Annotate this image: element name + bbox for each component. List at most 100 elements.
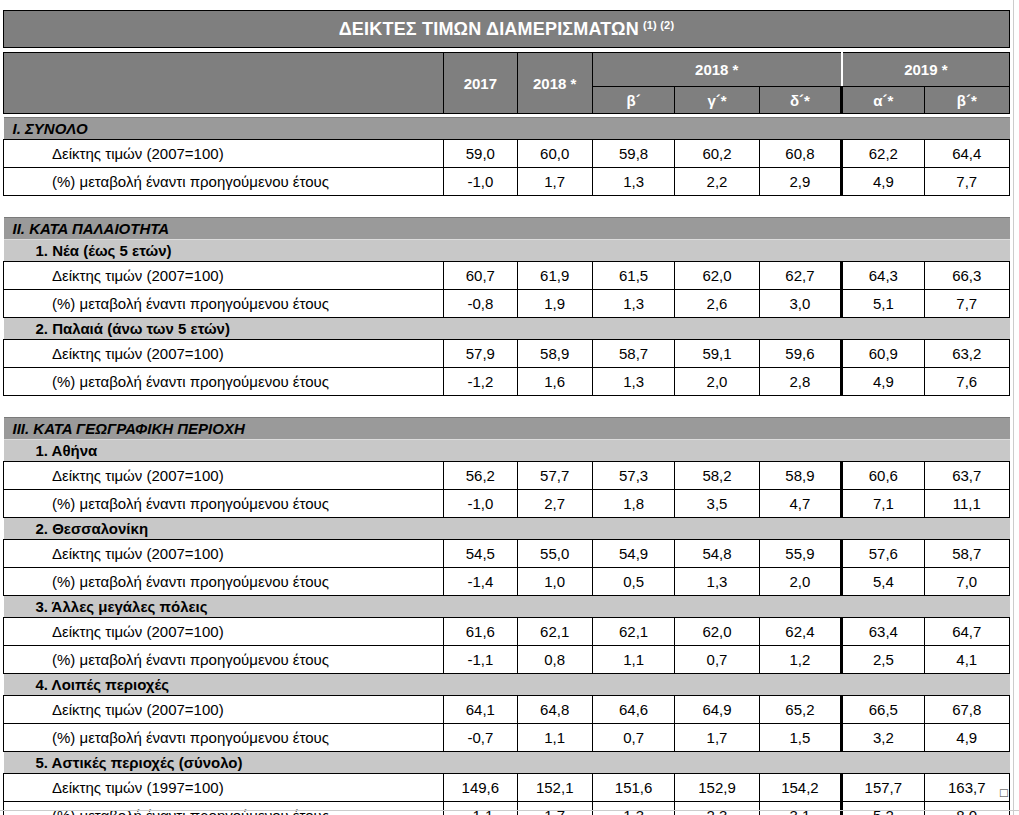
indices-table: 2017 2018 * 2018 * 2019 * β´ γ´* δ´* α´*… xyxy=(3,52,1010,815)
col-header-q4-2018: δ´* xyxy=(759,87,841,114)
row-label-cell: Δείκτης τιμών (1997=100) xyxy=(4,774,444,802)
value-cell: 0,7 xyxy=(675,646,759,674)
value-cell: 64,6 xyxy=(592,696,674,724)
value-cell: 3,0 xyxy=(759,290,841,318)
value-cell: 152,9 xyxy=(675,774,759,802)
value-cell: 58,7 xyxy=(924,540,1009,568)
value-cell: 62,2 xyxy=(842,140,924,168)
data-row: (%) μεταβολή έναντι προηγούμενου έτους-1… xyxy=(4,646,1010,674)
value-cell: 66,3 xyxy=(924,262,1009,290)
section-heading: I. ΣΥΝΟΛΟ xyxy=(4,118,1010,140)
value-cell: 60,0 xyxy=(517,140,592,168)
value-cell: 5,2 xyxy=(842,802,924,815)
value-cell: 3,1 xyxy=(759,802,841,815)
col-group-2019: 2019 * xyxy=(842,53,1010,87)
screenshot-bottom-edge-line xyxy=(0,810,1019,811)
data-row: Δείκτης τιμών (1997=100)149,6152,1151,61… xyxy=(4,774,1010,802)
stray-cell-marker: □ xyxy=(1000,786,1008,799)
value-cell: 62,4 xyxy=(759,618,841,646)
value-cell: 7,7 xyxy=(924,290,1009,318)
col-group-2018: 2018 * xyxy=(592,53,841,87)
value-cell: 60,9 xyxy=(842,340,924,368)
value-cell: 63,7 xyxy=(924,462,1009,490)
value-cell: 5,1 xyxy=(842,290,924,318)
value-cell: 64,4 xyxy=(924,140,1009,168)
value-cell: 64,1 xyxy=(444,696,517,724)
value-cell: 60,6 xyxy=(842,462,924,490)
value-cell: 1,0 xyxy=(517,568,592,596)
col-header-2017: 2017 xyxy=(444,53,517,114)
page-title-text: ΔΕΙΚΤΕΣ ΤΙΜΩΝ ΔΙΑΜΕΡΙΣΜΑΤΩΝ xyxy=(339,19,639,40)
value-cell: 3,2 xyxy=(842,724,924,752)
value-cell: 7,6 xyxy=(924,368,1009,396)
value-cell: 58,2 xyxy=(675,462,759,490)
value-cell: -0,7 xyxy=(444,724,517,752)
value-cell: 1,7 xyxy=(675,724,759,752)
subsection-heading: 3. Άλλες μεγάλες πόλεις xyxy=(4,596,1010,618)
value-cell: 7,1 xyxy=(842,490,924,518)
row-label-cell: (%) μεταβολή έναντι προηγούμενου έτους xyxy=(4,490,444,518)
value-cell: 64,9 xyxy=(675,696,759,724)
col-header-q3-2018: γ´* xyxy=(675,87,759,114)
value-cell: 5,4 xyxy=(842,568,924,596)
subsection-heading: 2. Θεσσαλονίκη xyxy=(4,518,1010,540)
value-cell: 55,9 xyxy=(759,540,841,568)
row-label-cell: (%) μεταβολή έναντι προηγούμενου έτους xyxy=(4,724,444,752)
value-cell: 1,6 xyxy=(517,368,592,396)
value-cell: 1,3 xyxy=(592,290,674,318)
row-label-cell: (%) μεταβολή έναντι προηγούμενου έτους xyxy=(4,368,444,396)
value-cell: 0,8 xyxy=(517,646,592,674)
row-label-cell: (%) μεταβολή έναντι προηγούμενου έτους xyxy=(4,290,444,318)
data-row: (%) μεταβολή έναντι προηγούμενου έτους-1… xyxy=(4,368,1010,396)
apartment-price-indices-table: ΔΕΙΚΤΕΣ ΤΙΜΩΝ ΔΙΑΜΕΡΙΣΜΑΤΩΝ(1) (2) 2017 … xyxy=(3,10,1010,815)
value-cell: 62,0 xyxy=(675,262,759,290)
value-cell: 57,7 xyxy=(517,462,592,490)
value-cell: 8,0 xyxy=(924,802,1009,815)
value-cell: 2,9 xyxy=(759,168,841,196)
value-cell: -0,8 xyxy=(444,290,517,318)
subsection-heading: 1. Αθήνα xyxy=(4,440,1010,462)
subsection-header-row: 1. Αθήνα xyxy=(4,440,1010,462)
value-cell: 59,6 xyxy=(759,340,841,368)
value-cell: 1,5 xyxy=(759,724,841,752)
section-gap-row xyxy=(4,196,1010,218)
value-cell: 151,6 xyxy=(592,774,674,802)
value-cell: 63,2 xyxy=(924,340,1009,368)
row-label-cell: Δείκτης τιμών (2007=100) xyxy=(4,262,444,290)
value-cell: 62,0 xyxy=(675,618,759,646)
value-cell: 59,0 xyxy=(444,140,517,168)
value-cell: 61,5 xyxy=(592,262,674,290)
value-cell: 66,5 xyxy=(842,696,924,724)
value-cell: 1,9 xyxy=(517,290,592,318)
value-cell: 57,6 xyxy=(842,540,924,568)
value-cell: 57,9 xyxy=(444,340,517,368)
value-cell: 1,3 xyxy=(592,368,674,396)
value-cell: 57,3 xyxy=(592,462,674,490)
value-cell: 67,8 xyxy=(924,696,1009,724)
value-cell: 1,3 xyxy=(592,802,674,815)
value-cell: 2,8 xyxy=(759,368,841,396)
value-cell: 157,7 xyxy=(842,774,924,802)
screenshot-right-edge-line xyxy=(1013,0,1014,815)
value-cell: 64,7 xyxy=(924,618,1009,646)
data-row: Δείκτης τιμών (2007=100)54,555,054,954,8… xyxy=(4,540,1010,568)
corner-header-cell xyxy=(4,53,444,114)
value-cell: 149,6 xyxy=(444,774,517,802)
value-cell: -1,2 xyxy=(444,368,517,396)
value-cell: 61,9 xyxy=(517,262,592,290)
col-header-q2-2018: β´ xyxy=(592,87,674,114)
value-cell: 62,1 xyxy=(517,618,592,646)
value-cell: 163,7 xyxy=(924,774,1009,802)
subsection-header-row: 1. Νέα (έως 5 ετών) xyxy=(4,240,1010,262)
data-row: (%) μεταβολή έναντι προηγούμενου έτους-1… xyxy=(4,168,1010,196)
col-header-q2-2019: β´* xyxy=(924,87,1009,114)
data-row: (%) μεταβολή έναντι προηγούμενου έτους-1… xyxy=(4,490,1010,518)
value-cell: 0,5 xyxy=(592,568,674,596)
value-cell: 64,8 xyxy=(517,696,592,724)
value-cell: 2,2 xyxy=(675,168,759,196)
value-cell: 4,1 xyxy=(924,646,1009,674)
data-row: (%) μεταβολή έναντι προηγούμενου έτους-0… xyxy=(4,290,1010,318)
subsection-header-row: 2. Παλαιά (άνω των 5 ετών) xyxy=(4,318,1010,340)
row-label-cell: Δείκτης τιμών (2007=100) xyxy=(4,462,444,490)
value-cell: 4,9 xyxy=(924,724,1009,752)
